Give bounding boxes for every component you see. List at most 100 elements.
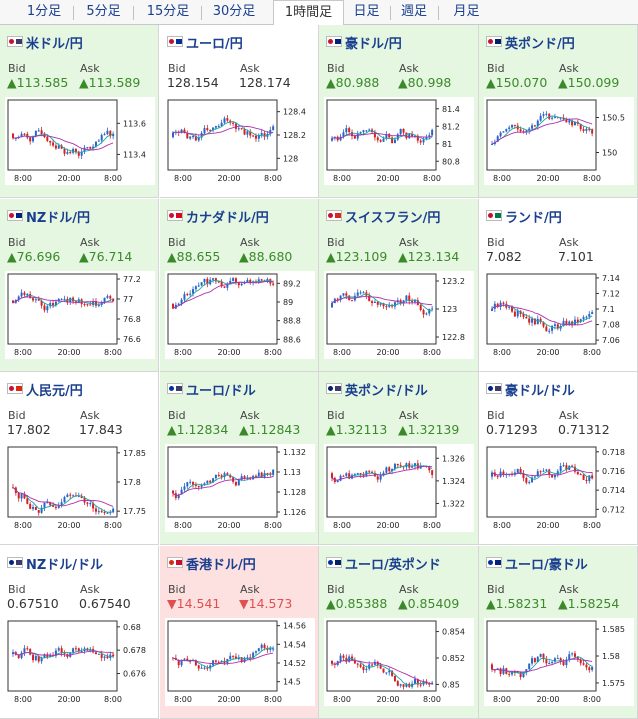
mini-candlestick-chart[interactable]: 0.718 0.716 0.714 0.712 8:00 20:00 8:00 [484, 444, 634, 532]
candle-body [513, 124, 516, 126]
mini-candlestick-chart[interactable]: 1.585 1.58 1.575 8:00 20:00 8:00 [484, 618, 634, 706]
candle-body [252, 135, 255, 137]
pair-name-link[interactable]: 豪ドル/円 [345, 37, 402, 52]
pair-name-link[interactable]: NZドル/円 [26, 211, 91, 226]
tab-daily[interactable]: 日足 [353, 4, 380, 19]
candle-body [525, 669, 528, 673]
pair-name-link[interactable]: カナダドル/円 [186, 211, 269, 226]
mini-candlestick-chart[interactable]: 1.132 1.13 1.128 1.126 8:00 20:00 8:00 [165, 444, 315, 532]
mini-candlestick-chart[interactable]: 150.5 150 8:00 20:00 8:00 [484, 97, 634, 185]
rate-panel[interactable]: 豪ドル/円 Bid Ask ▲80.988 ▲80.998 81.4 81.2 81 80.8 8… [319, 25, 479, 198]
mini-candlestick-chart[interactable]: 14.56 14.54 14.52 14.5 8:00 20:00 8:00 [165, 618, 315, 706]
x-tick-label: 20:00 [376, 521, 399, 530]
mini-candlestick-chart[interactable]: 17.85 17.8 17.75 8:00 20:00 8:00 [5, 444, 155, 532]
mini-candlestick-chart[interactable]: 1.326 1.324 1.322 8:00 20:00 8:00 [324, 444, 474, 532]
y-tick-label: 76.8 [123, 315, 141, 324]
bid-label: Bid [487, 583, 505, 596]
rate-panel[interactable]: 英ポンド/ドル Bid Ask ▲1.32113 ▲1.32139 1.326 1.324 1… [319, 372, 479, 545]
rate-panel[interactable]: ユーロ/豪ドル Bid Ask ▲1.58231 ▲1.58254 1.585 1.58 1.… [479, 546, 638, 719]
plot-frame [167, 99, 278, 171]
pair-name-link[interactable]: 英ポンド/ドル [345, 384, 428, 399]
candle-body [40, 657, 43, 662]
pair-name-link[interactable]: 豪ドル/ドル [505, 384, 575, 399]
candle-body [353, 474, 356, 476]
tab-separator [201, 6, 202, 20]
long-moving-average-line [172, 652, 274, 665]
rate-panel[interactable]: ユーロ/円 Bid Ask 128.154 128.174 128.4 128.2 128 8:… [160, 25, 319, 198]
pair-name-link[interactable]: スイスフラン/円 [345, 211, 441, 226]
tab-1min[interactable]: 1分足 [26, 4, 62, 19]
short-moving-average-line [331, 130, 433, 140]
y-tick-label: 128 [283, 154, 298, 163]
mini-candlestick-chart[interactable]: 7.14 7.12 7.1 7.08 7.06 8:00 20:00 8:00 [484, 271, 634, 359]
candle-body [342, 655, 345, 658]
pair-name-link[interactable]: NZドル/ドル [26, 558, 104, 573]
rate-panel[interactable]: スイスフラン/円 Bid Ask ▲123.109 ▲123.134 123.2 123 12… [319, 199, 479, 372]
rate-panel[interactable]: 香港ドル/円 Bid Ask ▼14.541 ▼14.573 14.56 14.54 14.5… [160, 546, 319, 719]
short-moving-average-line [172, 473, 274, 497]
rate-panel[interactable]: ユーロ/ドル Bid Ask ▲1.12834 ▲1.12843 1.132 1.13 1.1… [160, 372, 319, 545]
mini-candlestick-chart[interactable]: 0.68 0.678 0.676 8:00 20:00 8:00 [5, 618, 155, 706]
candle-body [86, 304, 89, 306]
pair-name-link[interactable]: 人民元/円 [26, 384, 83, 399]
candle-body [243, 657, 246, 663]
rate-panel[interactable]: 人民元/円 Bid Ask 17.802 17.843 17.85 17.8 17.75 8:0… [0, 372, 159, 545]
tab-5min[interactable]: 5分足 [86, 4, 121, 19]
x-tick-label: 20:00 [376, 695, 399, 704]
mini-candlestick-chart[interactable]: 89.2 89 88.8 88.6 8:00 20:00 8:00 [165, 271, 315, 359]
tab-monthly[interactable]: 月足 [453, 4, 480, 19]
candle-body [413, 300, 416, 302]
mini-candlestick-chart[interactable]: 77.2 77 76.8 76.6 8:00 20:00 8:00 [5, 271, 155, 359]
candle-body [582, 474, 585, 480]
mini-candlestick-chart[interactable]: 81.4 81.2 81 80.8 8:00 20:00 8:00 [324, 97, 474, 185]
ask-label: Ask [80, 62, 100, 75]
tab-weekly[interactable]: 週足 [400, 4, 427, 19]
candle-body [542, 322, 545, 327]
pair-name-link[interactable]: 米ドル/円 [26, 37, 83, 52]
candle-body [496, 475, 499, 477]
pair-name-link[interactable]: 英ポンド/円 [505, 37, 575, 52]
flag-primary-mark [328, 213, 333, 218]
mini-candlestick-chart[interactable]: 128.4 128.2 128 8:00 20:00 8:00 [165, 97, 315, 185]
mini-candlestick-chart[interactable]: 123.2 123 122.8 8:00 20:00 8:00 [324, 271, 474, 359]
pair-name-link[interactable]: ランド/円 [505, 211, 562, 226]
plot-frame [7, 446, 118, 518]
tab-15min[interactable]: 15分足 [146, 4, 190, 19]
candle-body [20, 652, 23, 658]
rate-panel[interactable]: 英ポンド/円 Bid Ask ▲150.070 ▲150.099 150.5 150 8:00… [479, 25, 638, 198]
mini-candlestick-chart[interactable]: 113.6 113.4 8:00 20:00 8:00 [5, 97, 155, 185]
x-tick-label: 8:00 [333, 174, 351, 183]
candle-body [26, 648, 29, 650]
rate-panel[interactable]: ユーロ/英ポンド Bid Ask ▲0.85388 ▲0.85409 0.854 0.852… [319, 546, 479, 719]
candle-body [396, 681, 399, 686]
candle-body [194, 660, 197, 666]
candle-body [263, 644, 266, 649]
pair-name-link[interactable]: ユーロ/円 [186, 37, 243, 52]
tab-30min[interactable]: 30分足 [212, 4, 256, 19]
x-tick-label: 20:00 [57, 348, 80, 357]
rate-panel[interactable]: ランド/円 Bid Ask 7.082 7.101 7.14 7.12 7.1 7.08 7.06… [479, 199, 638, 372]
rate-panel[interactable]: 豪ドル/ドル Bid Ask 0.71293 0.71312 0.718 0.716 0.71… [479, 372, 638, 545]
candle-body [511, 671, 514, 675]
tab-1hour[interactable]: 1時間足 [273, 0, 344, 26]
rate-panel[interactable]: NZドル/ドル Bid Ask 0.67510 0.67540 0.68 0.678 0.67… [0, 546, 159, 719]
pair-name-link[interactable]: ユーロ/英ポンド [345, 558, 441, 573]
pair-name-link[interactable]: ユーロ/ドル [186, 384, 256, 399]
rate-panel[interactable]: 米ドル/円 Bid Ask ▲113.585 ▲113.589 113.6 113.4 8:0… [0, 25, 159, 198]
rate-panel[interactable]: NZドル/円 Bid Ask ▲76.696 ▲76.714 77.2 77 76.8 76.6… [0, 199, 159, 372]
flag-secondary-mark [495, 386, 501, 391]
x-tick-label: 8:00 [174, 521, 192, 530]
rate-panel[interactable]: カナダドル/円 Bid Ask ▲88.655 ▲88.680 89.2 89 88.8 88.… [160, 199, 319, 372]
pair-name-link[interactable]: 香港ドル/円 [186, 558, 256, 573]
pair-name-link[interactable]: ユーロ/豪ドル [505, 558, 588, 573]
candle-body [396, 463, 399, 466]
flag-primary-mark [169, 386, 174, 391]
candle-body [579, 474, 582, 476]
candle-body [591, 666, 594, 671]
candle-body [356, 292, 359, 296]
candle-body [103, 656, 106, 658]
candle-body [12, 652, 14, 655]
bid-label: Bid [327, 62, 345, 75]
mini-candlestick-chart[interactable]: 0.854 0.852 0.85 8:00 20:00 8:00 [324, 618, 474, 706]
candle-body [539, 318, 542, 323]
